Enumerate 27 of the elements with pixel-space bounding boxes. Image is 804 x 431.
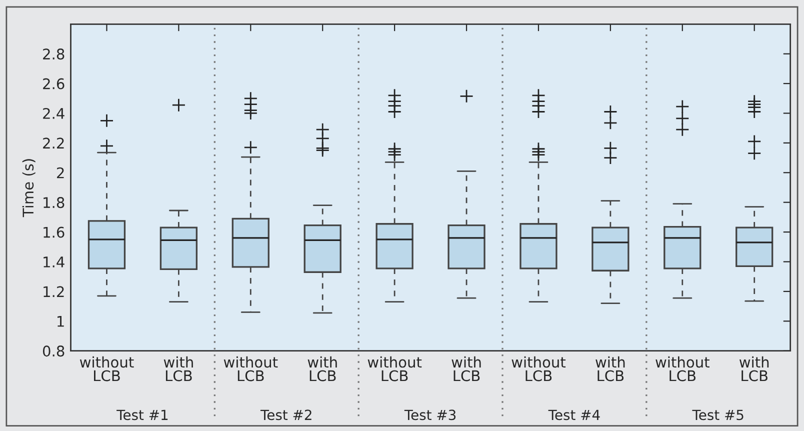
y-tick-label: 1.2 xyxy=(44,286,64,297)
y-tick-label: 2.8 xyxy=(43,48,64,60)
x-tick-label: with LCB xyxy=(739,356,769,382)
y-tick-label: 1.8 xyxy=(44,197,64,208)
text: Test #4 xyxy=(548,410,600,420)
x-tick-label: without LCB xyxy=(224,356,278,382)
y-tick-label: 1 xyxy=(58,316,64,327)
x-tick-label: with LCB xyxy=(308,356,337,382)
text: Test #3 xyxy=(404,410,456,420)
y-tick-label: 1.6 xyxy=(44,226,64,238)
y-tick-label: 2.2 xyxy=(43,138,64,148)
y-tick-label: 0.8 xyxy=(42,346,64,357)
text: Test #1 xyxy=(116,410,168,420)
y-axis-title: Time (s) xyxy=(22,159,36,218)
y-tick-label: 1.4 xyxy=(44,256,64,268)
x-tick-label: without LCB xyxy=(512,356,566,382)
text: Test #5 xyxy=(692,410,744,420)
x-tick-label: without LCB xyxy=(368,356,422,382)
x-tick-label: with LCB xyxy=(164,356,193,382)
x-tick-label: without LCB xyxy=(656,356,710,382)
x-tick-label: with LCB xyxy=(596,356,625,382)
x-tick-label: with LCB xyxy=(452,356,481,382)
x-tick-label: without LCB xyxy=(80,356,134,382)
y-tick-label: 2.4 xyxy=(43,108,64,119)
y-tick-label: 2.6 xyxy=(43,78,64,90)
text: Test #2 xyxy=(260,410,312,420)
y-tick-label: 2 xyxy=(56,167,64,178)
